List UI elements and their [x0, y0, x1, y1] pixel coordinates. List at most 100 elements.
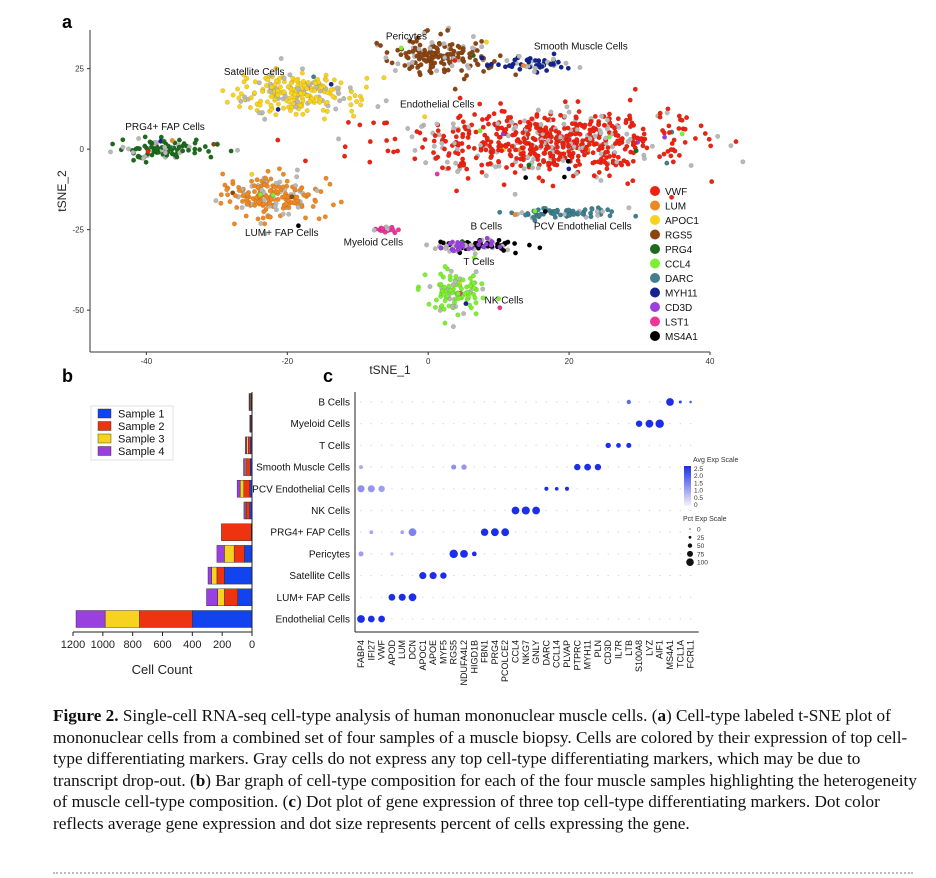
dot-prg4-fap-cells-lum — [400, 530, 405, 535]
bar-legend-label-sample-4: Sample 4 — [118, 446, 164, 458]
tsne-cell-endothelial-cells — [679, 131, 685, 137]
bar-segment-b-cells-sample-3 — [249, 393, 251, 411]
tsne-cell-endothelial-cells — [507, 147, 512, 153]
tsne-cell-endothelial-cells — [599, 113, 605, 119]
tsne-cell-endothelial-cells — [598, 178, 604, 183]
tsne-cell-satellite-cells — [341, 96, 347, 102]
tsne-cell-lum-fap-cells — [269, 196, 275, 202]
tsne-cell-pericytes — [384, 50, 390, 55]
dot-background — [494, 423, 496, 425]
bar-segment-satellite-cells-sample-4 — [207, 566, 212, 585]
tsne-cell-satellite-cells — [328, 87, 334, 93]
dot-background — [576, 423, 578, 425]
pct-exp-legend-dot — [688, 535, 692, 539]
tsne-cell-nk-cells — [467, 283, 473, 289]
dot-background — [586, 401, 589, 403]
tsne-cell-endothelial-cells — [624, 159, 630, 165]
dot-background — [463, 509, 465, 512]
dot-background — [576, 401, 578, 403]
dot-prg4-fap-cells-dcn — [408, 528, 417, 537]
dot-gene-label-tcl1a: TCL1A — [675, 640, 685, 668]
tsne-cell-nk-cells — [426, 301, 432, 307]
dot-background — [380, 423, 383, 425]
tsne-cell-smooth-muscle-cells — [565, 65, 571, 71]
tsne-cell-prg4-fap-cells — [192, 140, 198, 146]
dot-background — [556, 574, 558, 577]
tsne-cell-t-cells — [483, 241, 489, 247]
tsne-cell-pericytes — [460, 46, 466, 52]
tsne-cell-nk-cells — [447, 273, 453, 279]
tsne-cell-endothelial-cells — [384, 138, 390, 143]
tsne-cell-smooth-muscle-cells — [551, 51, 557, 57]
tsne-cell-endothelial-cells — [514, 155, 520, 161]
tsne-cell-pcv-endothelial-cells — [571, 212, 577, 217]
tsne-cell-endothelial-cells — [625, 139, 631, 145]
tsne-cell-prg4-fap-cells — [186, 147, 191, 153]
dot-background — [360, 401, 362, 403]
tsne-cell-endothelial-cells — [708, 143, 714, 149]
tsne-cell-prg4-fap-cells — [143, 159, 149, 165]
tsne-cell-b-cells — [513, 250, 518, 256]
tsne-cell-pericytes — [442, 69, 447, 75]
tsne-cell-pericytes — [473, 57, 478, 63]
dot-background — [638, 509, 640, 512]
tsne-cell-pcv-endothelial-cells — [531, 214, 536, 220]
tsne-cell-endothelial-cells — [460, 134, 466, 140]
tsne-cell-endothelial-cells — [526, 162, 532, 168]
dot-background — [669, 596, 671, 598]
tsne-cell-b-cells — [537, 245, 543, 251]
dot-background — [607, 618, 609, 620]
dot-background — [370, 444, 372, 447]
dot-background — [617, 401, 620, 403]
dot-background — [566, 574, 568, 577]
tsne-cell-endothelial-cells — [630, 158, 636, 164]
dot-background — [525, 466, 527, 468]
tsne-cell-lum-fap-cells — [260, 215, 266, 221]
legend-swatch-prg4 — [650, 244, 660, 254]
dot-background — [380, 401, 383, 403]
dot-background — [411, 466, 414, 468]
dot-background — [504, 553, 506, 555]
dot-b-cells-fcrl1 — [689, 400, 692, 404]
tsne-cell-endothelial-cells — [336, 136, 342, 142]
dot-pcv-endothelial-cells-plvap — [564, 486, 570, 491]
tsne-cell-pericytes — [448, 46, 454, 52]
tsne-cell-nk-cells — [448, 287, 454, 293]
dot-background — [380, 553, 383, 555]
tsne-cell-satellite-cells — [293, 104, 299, 110]
tsne-cell-pericytes — [425, 27, 431, 33]
tsne-cell-lum-fap-cells — [267, 200, 273, 206]
tsne-cell-endothelial-cells — [466, 128, 472, 134]
dot-background — [370, 401, 372, 403]
tsne-cell-pcv-endothelial-cells — [537, 212, 543, 218]
bar-segment-satellite-cells-sample-3 — [211, 566, 218, 585]
tsne-cell-endothelial-cells — [598, 151, 604, 157]
dot-gene-label-darc: DARC — [541, 640, 551, 666]
tsne-cell-satellite-cells — [324, 99, 330, 105]
tsne-cell-lum-fap-cells — [316, 216, 322, 222]
tsne-cell-endothelial-cells — [512, 132, 518, 138]
tsne-cell-endothelial-cells — [632, 140, 638, 146]
tsne-cell-endothelial-cells — [605, 145, 611, 151]
tsne-cell-satellite-cells — [281, 105, 286, 111]
dot-background — [576, 596, 578, 598]
dot-background — [411, 423, 414, 425]
tsne-cell-endothelial-cells — [545, 117, 551, 123]
tsne-cell-satellite-cells — [294, 98, 300, 104]
tsne-cell-pericytes — [418, 55, 424, 61]
tsne-cell-endothelial-cells — [541, 157, 546, 163]
dot-gene-label-ms4a1: MS4A1 — [665, 640, 675, 670]
tsne-cell-nk-cells — [415, 287, 421, 292]
dot-background — [453, 488, 455, 490]
tsne-cell-satellite-cells — [359, 97, 365, 103]
tsne-cell-pcv-endothelial-cells — [607, 213, 613, 219]
tsne-cell-pericytes — [475, 62, 481, 68]
tsne-cluster-label-satellite-cells: Satellite Cells — [224, 67, 285, 78]
tsne-cell-prg4-fap-cells — [148, 144, 154, 150]
tsne-cell-lum-fap-cells — [240, 198, 245, 204]
tsne-cell-nk-cells — [463, 301, 469, 307]
avg-exp-tick: 2.5 — [694, 466, 703, 473]
tsne-cell-satellite-cells — [311, 74, 317, 80]
tsne-cell-smooth-muscle-cells — [488, 61, 494, 67]
dot-background — [679, 574, 681, 577]
